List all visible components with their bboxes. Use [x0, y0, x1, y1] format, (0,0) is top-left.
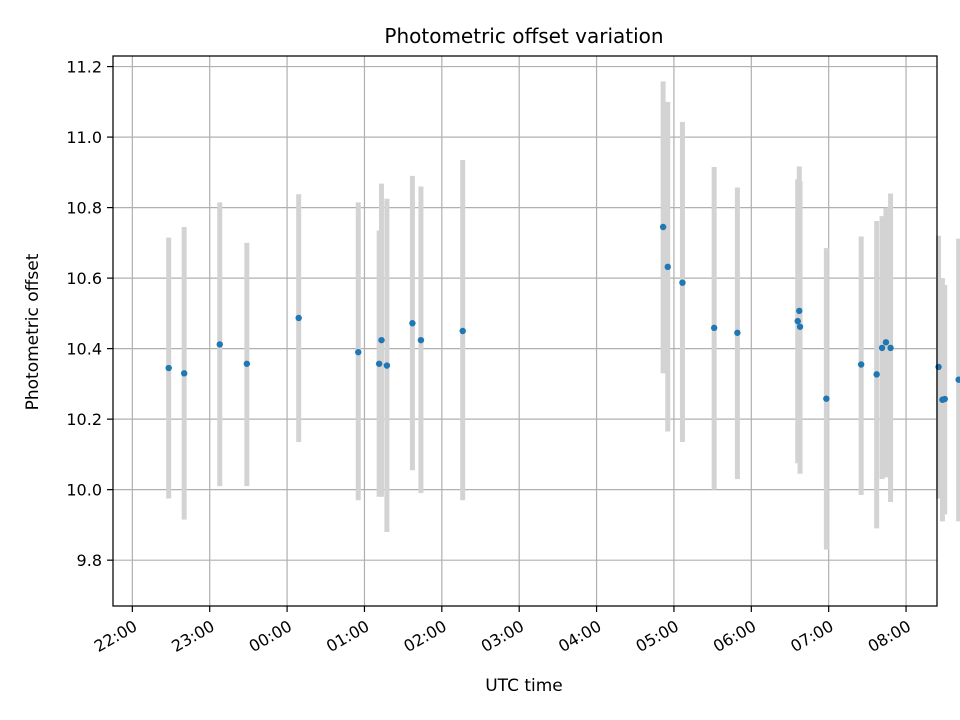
chart-title: Photometric offset variation	[384, 24, 663, 48]
data-point	[941, 395, 948, 403]
data-point	[659, 223, 667, 231]
data-point	[935, 363, 942, 371]
data-point	[878, 344, 886, 352]
data-point	[459, 327, 466, 335]
data-point	[873, 371, 880, 378]
data-point	[375, 360, 383, 367]
data-point	[355, 348, 362, 356]
data-point	[216, 341, 223, 348]
data-point	[664, 263, 671, 271]
plot-area-frame	[112, 55, 938, 607]
data-point	[823, 395, 830, 402]
y-tick-label: 10.4	[66, 340, 102, 359]
data-point	[409, 320, 416, 327]
y-tick-label: 11.0	[66, 128, 102, 147]
y-tick-label: 11.2	[66, 58, 102, 77]
data-point	[796, 323, 804, 330]
data-point	[679, 279, 686, 286]
y-tick-label: 10.6	[66, 269, 102, 288]
y-tick-label: 9.8	[77, 551, 102, 570]
data-point	[882, 339, 890, 346]
data-point	[710, 324, 718, 332]
data-point	[794, 317, 801, 325]
data-point	[887, 344, 894, 352]
data-point	[857, 361, 865, 368]
y-axis-label: Photometric offset	[23, 253, 43, 410]
data-point	[734, 329, 741, 336]
data-point	[955, 376, 960, 383]
data-point	[383, 362, 391, 369]
data-point	[796, 307, 803, 315]
y-axis-ticks: 9.8 10.0 10.2 10.4 10.6 10.8 11.0 11.2	[66, 58, 113, 570]
data-point	[243, 360, 251, 367]
data-points	[165, 223, 960, 403]
y-tick-label: 10.8	[66, 199, 102, 218]
data-point	[295, 314, 302, 322]
data-point	[417, 336, 425, 344]
data-point	[378, 336, 385, 344]
y-tick-label: 10.2	[66, 410, 102, 429]
data-point	[180, 370, 188, 377]
y-tick-label: 10.0	[66, 481, 102, 500]
x-axis-label: UTC time	[485, 676, 563, 696]
data-point	[165, 364, 172, 372]
